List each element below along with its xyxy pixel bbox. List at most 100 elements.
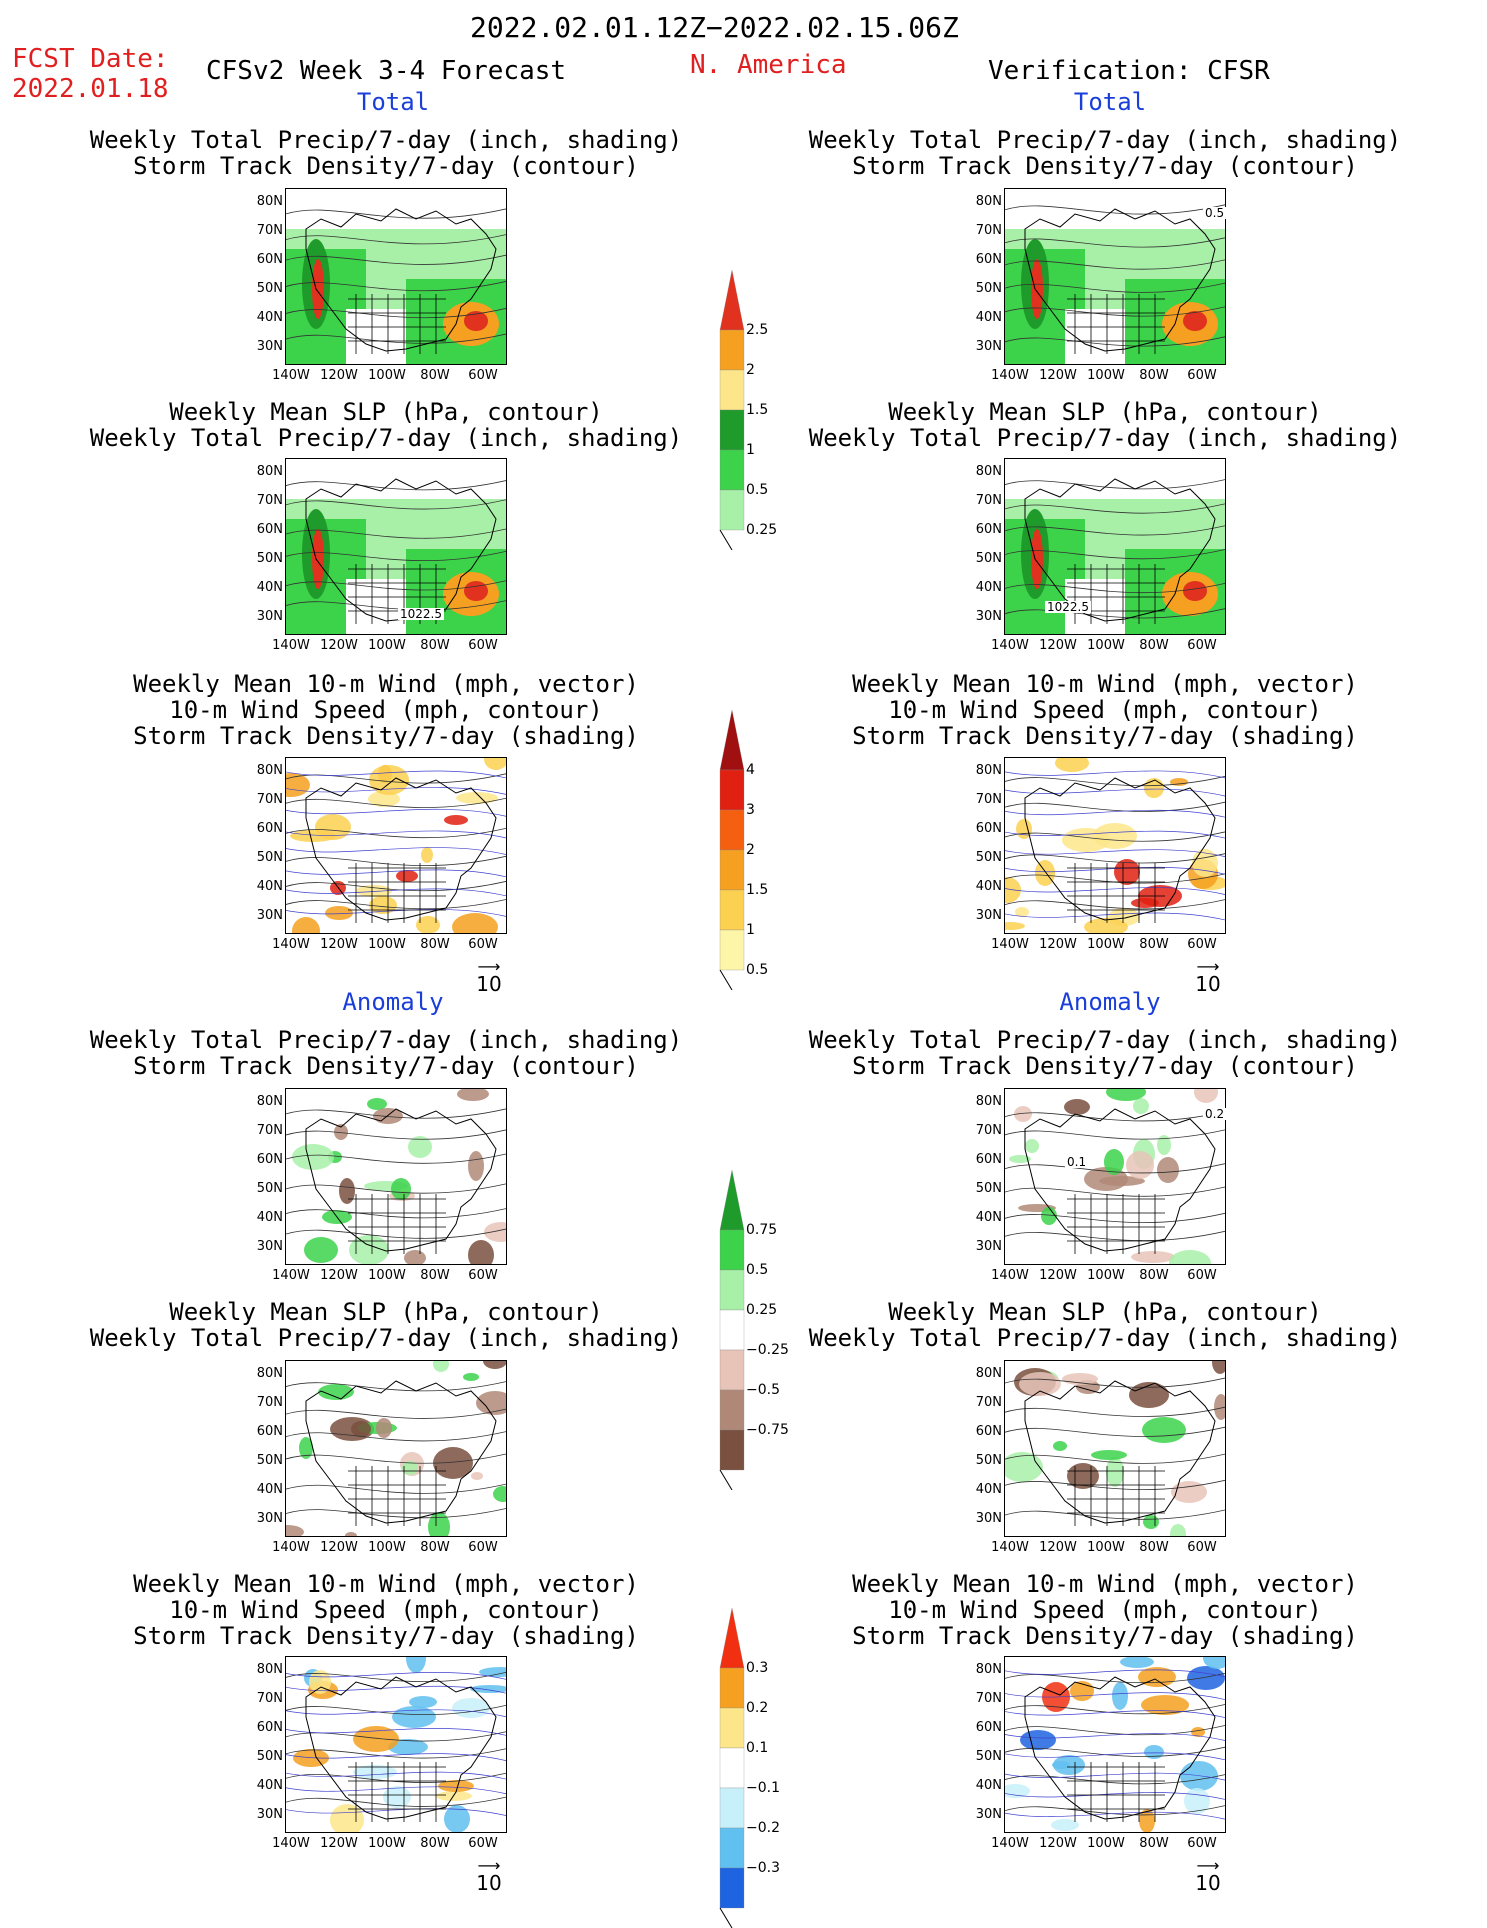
colorbar-storm_anom: 0.3 0.2 0.1 −0.1 −0.2 −0.3 [718, 1608, 828, 1928]
lon-tick-label: 100W [368, 1540, 406, 1555]
colorbar-swatch [719, 1349, 745, 1391]
map-plot [285, 458, 507, 635]
lon-tick-label: 60W [1187, 1540, 1217, 1555]
map-plot [1004, 458, 1226, 635]
lat-tick-label: 60N [256, 1152, 283, 1167]
lon-tick-label: 80W [420, 1836, 450, 1851]
lon-tick-label: 140W [272, 368, 310, 383]
lat-tick-label: 60N [975, 1152, 1002, 1167]
colorbar-swatch [719, 1309, 745, 1351]
colorbar-swatch [719, 1827, 745, 1869]
lat-tick-label: 30N [975, 1807, 1002, 1822]
lon-tick-label: 80W [420, 1268, 450, 1283]
map-plot [285, 188, 507, 365]
lon-tick-label: 60W [468, 1268, 498, 1283]
lat-tick-label: 30N [975, 908, 1002, 923]
vector-reference: ⟶ 10 [1188, 959, 1228, 997]
lat-tick-label: 70N [256, 1123, 283, 1138]
vector-reference-label: 10 [476, 1871, 502, 1895]
panel-title-line: Weekly Total Precip/7-day (inch, shading… [808, 1026, 1402, 1054]
lat-tick-label: 60N [975, 1720, 1002, 1735]
lat-tick-label: 30N [975, 1239, 1002, 1254]
lat-tick-label: 70N [256, 493, 283, 508]
lat-tick-label: 60N [975, 821, 1002, 836]
panel-title-line: Weekly Mean 10-m Wind (mph, vector) [852, 670, 1358, 698]
panel-title-line: 10-m Wind Speed (mph, contour) [888, 696, 1322, 724]
colorbar-label: −0.25 [746, 1342, 789, 1358]
lon-tick-label: 120W [320, 937, 358, 952]
lon-tick-label: 80W [1139, 1836, 1169, 1851]
colorbar-precip_total: 2.5 2 1.5 1 0.5 0.25 [718, 270, 828, 550]
lon-tick-label: 60W [468, 368, 498, 383]
colorbar-swatch [719, 889, 745, 931]
colorbar-swatch [719, 929, 745, 971]
lat-tick-label: 60N [975, 252, 1002, 267]
lat-tick-label: 40N [975, 1778, 1002, 1793]
lon-tick-label: 60W [1187, 1268, 1217, 1283]
colorbar-label: 0.75 [746, 1222, 778, 1238]
panel-title-line: Weekly Mean SLP (hPa, contour) [169, 1298, 603, 1326]
lon-tick-label: 140W [272, 1268, 310, 1283]
lat-tick-label: 70N [975, 1691, 1002, 1706]
panel-title-line: Weekly Mean 10-m Wind (mph, vector) [133, 670, 639, 698]
map-plot [1004, 1360, 1226, 1537]
lon-tick-label: 120W [320, 638, 358, 653]
lon-tick-label: 60W [468, 1836, 498, 1851]
map-canvas [286, 478, 506, 634]
map-panel: 80N 70N 60N 50N 40N 30N 140W 120W 100W 80W 60W [962, 1088, 1226, 1288]
lon-tick-label: 80W [420, 638, 450, 653]
map-plot [1004, 757, 1226, 934]
panel-title-line: Storm Track Density/7-day (contour) [133, 1052, 639, 1080]
lat-tick-label: 70N [975, 1395, 1002, 1410]
map-panel: 80N 70N 60N 50N 40N 30N 140W 120W 100W 80W 60W [962, 188, 1226, 388]
colorbar-label: 0.1 [746, 1740, 769, 1756]
colorbar-swatch [719, 1608, 745, 1669]
colorbar-swatch [719, 1429, 745, 1471]
lat-tick-label: 80N [256, 194, 283, 209]
lon-tick-label: 80W [420, 937, 450, 952]
lon-tick-label: 100W [368, 638, 406, 653]
map-canvas [1005, 478, 1225, 634]
colorbar-label: 1 [746, 922, 755, 938]
vector-reference-label: 10 [476, 972, 502, 996]
colorbar-swatch [719, 809, 745, 851]
lat-tick-label: 40N [975, 879, 1002, 894]
lat-tick-label: 50N [975, 281, 1002, 296]
lon-tick-label: 120W [1039, 1540, 1077, 1555]
colorbar-swatch [719, 1269, 745, 1311]
lon-tick-label: 120W [1039, 1836, 1077, 1851]
lat-tick-label: 50N [975, 1749, 1002, 1764]
lon-tick-label: 100W [368, 368, 406, 383]
lat-tick-label: 50N [256, 281, 283, 296]
lat-tick-label: 80N [975, 1662, 1002, 1677]
map-canvas [1005, 1089, 1225, 1264]
lon-tick-label: 60W [468, 1540, 498, 1555]
lat-tick-label: 80N [975, 194, 1002, 209]
lon-tick-label: 120W [1039, 368, 1077, 383]
lat-tick-label: 40N [975, 580, 1002, 595]
panel-title-line: Weekly Mean SLP (hPa, contour) [888, 1298, 1322, 1326]
lon-tick-label: 80W [1139, 937, 1169, 952]
lon-tick-label: 120W [320, 1540, 358, 1555]
lat-tick-label: 40N [256, 1482, 283, 1497]
colorbar-swatch [719, 329, 745, 371]
lat-tick-label: 30N [256, 339, 283, 354]
lon-tick-label: 120W [1039, 937, 1077, 952]
lat-tick-label: 30N [975, 609, 1002, 624]
vector-reference: ⟶ 10 [469, 959, 509, 997]
colorbar-swatch [719, 710, 745, 771]
lon-tick-label: 140W [272, 1836, 310, 1851]
lat-tick-label: 50N [975, 850, 1002, 865]
lat-tick-label: 80N [256, 1094, 283, 1109]
lat-tick-label: 60N [256, 1720, 283, 1735]
map-panel: 80N 70N 60N 50N 40N 30N 140W 120W 100W 80W 60W [962, 1656, 1226, 1856]
lat-tick-label: 80N [975, 763, 1002, 778]
contour-label: 1022.5 [398, 607, 444, 621]
lon-tick-label: 140W [272, 937, 310, 952]
lat-tick-label: 30N [256, 908, 283, 923]
colorbar-swatch [719, 1170, 745, 1231]
map-plot [285, 757, 507, 934]
map-canvas [1005, 1361, 1225, 1536]
lon-tick-label: 60W [1187, 638, 1217, 653]
colorbar-swatches [719, 1608, 745, 1928]
